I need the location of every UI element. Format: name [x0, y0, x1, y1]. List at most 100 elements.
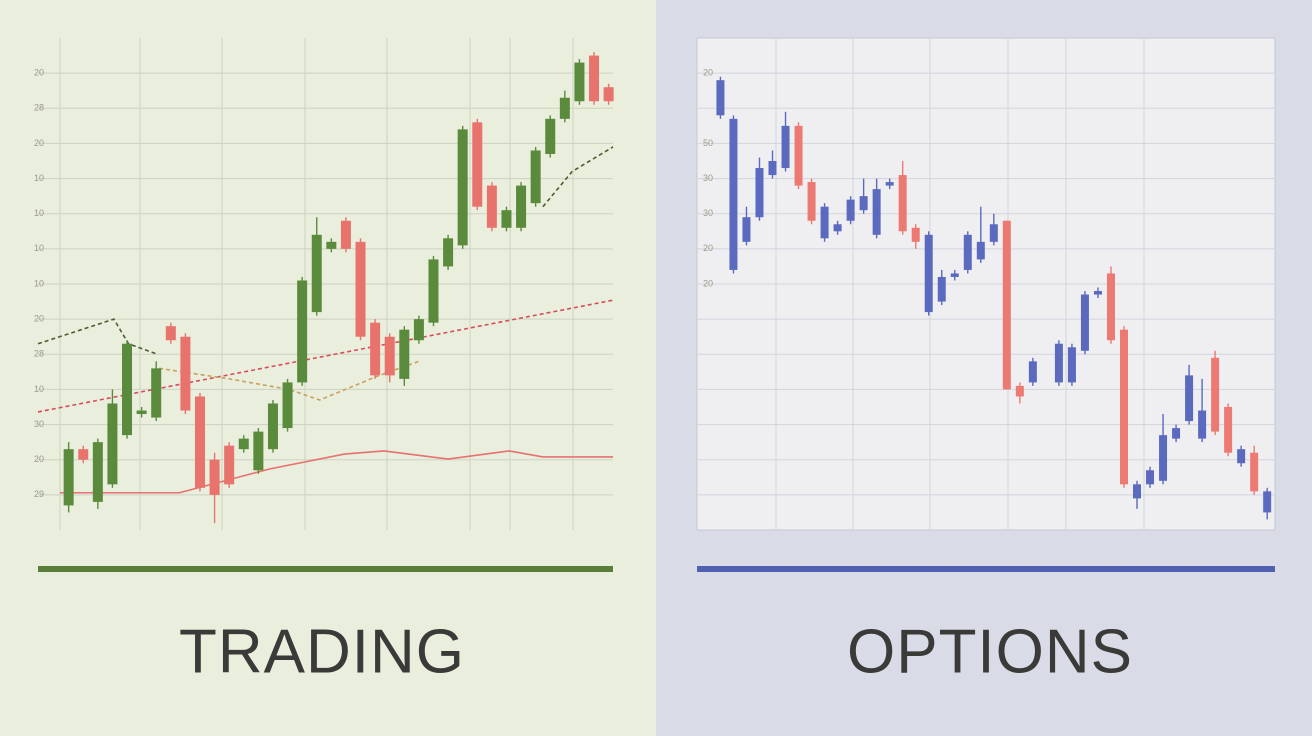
panel-label: OPTIONS	[847, 617, 1133, 686]
candle-body	[92, 442, 103, 502]
candle-body	[355, 241, 366, 337]
candle-body	[950, 273, 959, 277]
candle-body	[833, 224, 842, 232]
candle-body	[1067, 347, 1076, 383]
candle-body	[1002, 220, 1011, 390]
candle-body	[1224, 407, 1233, 453]
candle-body	[326, 241, 337, 249]
y-tick-label: 20	[703, 68, 713, 78]
y-tick-label: 20	[703, 278, 713, 288]
candle-body	[807, 182, 816, 221]
candle-body	[136, 410, 147, 415]
candle-body	[224, 445, 235, 485]
candle-body	[1106, 273, 1115, 341]
candle-body	[180, 336, 191, 411]
y-tick-label: 28	[34, 349, 44, 359]
y-tick-label: 20	[34, 454, 44, 464]
candle-body	[457, 129, 468, 246]
y-tick-label: 10	[34, 243, 44, 253]
candle-body	[794, 125, 803, 186]
candle-body	[1198, 410, 1207, 439]
candle-body	[282, 382, 293, 429]
candle-body	[238, 438, 249, 450]
candle-body	[937, 276, 946, 302]
candle-body	[311, 234, 322, 313]
y-tick-label: 20	[703, 243, 713, 253]
indicator-line	[37, 318, 158, 356]
candle-body	[384, 336, 395, 376]
y-tick-label: 30	[703, 173, 713, 183]
candle-body	[859, 196, 868, 211]
y-tick-label: 30	[34, 419, 44, 429]
y-tick-label: 28	[34, 103, 44, 113]
panel-label: TRADING	[179, 617, 465, 686]
candle-body	[501, 210, 512, 228]
candle-body	[297, 280, 308, 383]
y-tick-label: 10	[34, 208, 44, 218]
candle-body	[559, 97, 570, 119]
candle-body	[1080, 294, 1089, 351]
candle-body	[1263, 491, 1272, 513]
candle-body	[1172, 428, 1181, 439]
accent-bar	[38, 566, 613, 572]
candle-body	[1133, 484, 1142, 499]
candle-body	[989, 224, 998, 242]
y-tick-label: 50	[703, 138, 713, 148]
candle-body	[413, 319, 424, 341]
candle-body	[911, 227, 920, 242]
candle-body	[428, 259, 439, 323]
candle-body	[716, 80, 725, 116]
candle-body	[976, 241, 985, 260]
candle-body	[1054, 343, 1063, 383]
candle-body	[194, 396, 205, 488]
candle-body	[768, 161, 777, 176]
candle-body	[1250, 452, 1259, 492]
candle-body	[370, 322, 381, 376]
accent-bar	[697, 566, 1275, 572]
y-tick-label: 10	[34, 173, 44, 183]
candle-body	[1146, 470, 1155, 485]
candle-body	[399, 329, 410, 379]
candle-body	[486, 185, 497, 228]
candle-body	[78, 449, 89, 460]
candle-body	[885, 182, 894, 186]
candle-body	[846, 199, 855, 221]
indicator-line	[542, 146, 614, 208]
candle-body	[1159, 435, 1168, 481]
candle-body	[151, 368, 162, 418]
y-tick-label: 10	[34, 278, 44, 288]
candle-body	[340, 220, 351, 249]
candle-body	[742, 217, 751, 242]
candle-body	[122, 343, 133, 436]
candle-body	[589, 55, 600, 102]
candle-body	[209, 459, 220, 495]
y-tick-label: 20	[34, 68, 44, 78]
candle-body	[1237, 449, 1246, 464]
candle-body	[1185, 375, 1194, 422]
candle-body	[574, 62, 585, 102]
candle-body	[443, 238, 454, 267]
candle-body	[872, 189, 881, 235]
candle-body	[530, 150, 541, 204]
candle-body	[1211, 357, 1220, 432]
y-tick-label: 10	[34, 384, 44, 394]
candle-body	[820, 206, 829, 239]
y-tick-label: 20	[34, 314, 44, 324]
candle-body	[781, 125, 790, 169]
candle-body	[1028, 361, 1037, 383]
candle-body	[516, 185, 527, 228]
y-tick-label: 29	[34, 489, 44, 499]
y-tick-label: 30	[703, 208, 713, 218]
candle-body	[1119, 329, 1128, 485]
candle-body	[755, 168, 764, 218]
candle-body	[253, 431, 264, 471]
candle-body	[603, 87, 614, 102]
candle-body	[1015, 385, 1024, 397]
candle-body	[1093, 291, 1102, 295]
candle-body	[267, 403, 278, 450]
candle-body	[924, 234, 933, 313]
candle-body	[63, 449, 74, 506]
indicator-line	[159, 360, 420, 401]
